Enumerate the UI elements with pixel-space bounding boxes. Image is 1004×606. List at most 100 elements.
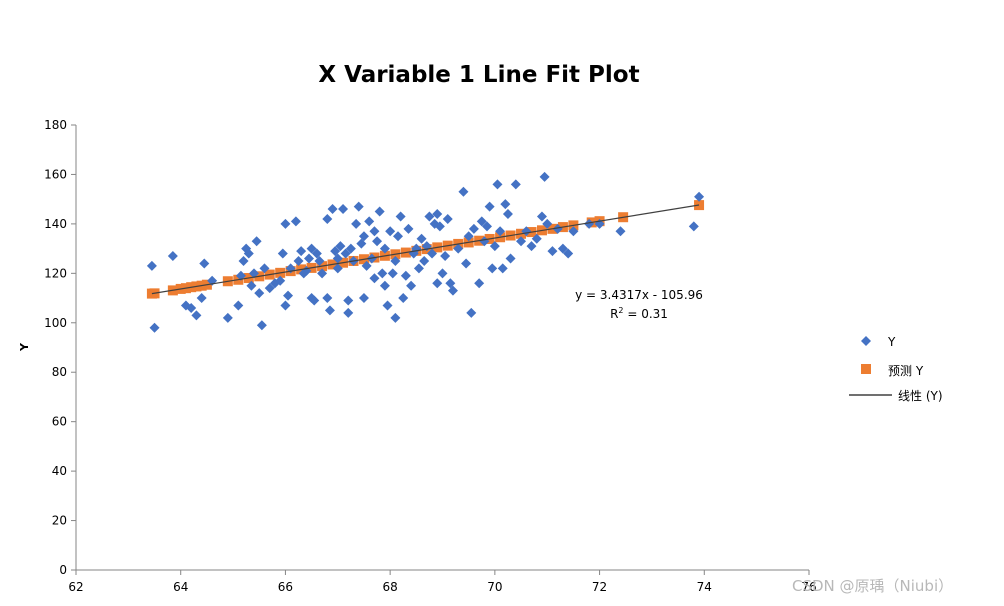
x-tick-label: 76	[801, 580, 816, 594]
y-point	[196, 293, 207, 304]
trendline-line	[151, 204, 700, 295]
y-point	[502, 209, 513, 219]
y-point	[296, 246, 307, 257]
y-point	[191, 310, 202, 321]
legend: Y 预测 Y 线性 (Y)	[849, 335, 943, 403]
y-series	[146, 171, 705, 333]
y-point	[461, 258, 472, 269]
y-point	[345, 243, 356, 254]
y-point	[516, 236, 527, 247]
y-point	[290, 216, 301, 227]
y-tick-label: 20	[52, 514, 67, 528]
y-point	[563, 248, 574, 259]
y-point	[584, 218, 595, 229]
y-point	[489, 241, 500, 252]
r2-superscript: 2	[618, 306, 623, 315]
y-point	[392, 231, 403, 242]
y-point	[445, 278, 456, 289]
y-point	[332, 253, 343, 264]
y-point	[351, 218, 362, 229]
y-point	[385, 226, 396, 237]
y-point	[453, 243, 464, 254]
y-point	[466, 307, 477, 318]
y-tick-label: 120	[44, 266, 67, 280]
y-point	[379, 280, 390, 291]
y-tick-label: 80	[52, 365, 67, 379]
y-point	[280, 218, 291, 229]
y-point	[424, 211, 435, 222]
y-point	[482, 221, 493, 232]
y-point	[536, 211, 547, 222]
y-tick-label: 180	[44, 118, 67, 132]
y-point	[390, 255, 401, 266]
y-point	[442, 213, 453, 224]
y-point	[552, 223, 563, 234]
y-point	[427, 248, 438, 259]
y-point	[416, 233, 427, 244]
y-point	[694, 191, 705, 202]
y-point	[434, 221, 445, 232]
y-point	[340, 248, 351, 259]
y-point	[379, 243, 390, 254]
y-point	[419, 255, 430, 266]
y-point	[542, 218, 553, 229]
y-point	[167, 251, 178, 262]
y-point	[264, 283, 275, 294]
y-point	[505, 253, 516, 264]
y-point	[238, 255, 249, 266]
y-point	[332, 263, 343, 274]
y-point	[335, 241, 346, 252]
y-point	[539, 171, 550, 182]
y-point	[437, 268, 448, 279]
watermark: CSDN @原瑀（Niubi）	[792, 577, 953, 595]
y-point	[251, 236, 262, 247]
y-point	[306, 243, 317, 254]
x-tick-label: 68	[383, 580, 398, 594]
legend-item-trendline: 线性 (Y)	[849, 389, 943, 403]
y-point	[568, 226, 579, 237]
legend-square-marker	[861, 364, 871, 374]
y-point	[324, 305, 335, 316]
y-point	[390, 312, 401, 323]
legend-label-y: Y	[887, 335, 896, 349]
y-point	[526, 241, 537, 252]
y-point	[317, 268, 328, 279]
y-point	[479, 236, 490, 247]
y-point	[432, 278, 443, 289]
y-axis-label: Y	[18, 342, 31, 352]
y-point	[358, 231, 369, 242]
axes: 0 20 40 60 80 100 120 140 160 180 62 64 66 68 70 72 74 76	[44, 118, 817, 594]
y-point	[343, 307, 354, 318]
y-point	[338, 204, 349, 215]
y-point	[322, 213, 333, 224]
y-point	[186, 302, 197, 313]
y-point	[199, 258, 210, 269]
y-point	[249, 268, 260, 279]
y-point	[458, 186, 469, 197]
x-tick-label: 74	[697, 580, 712, 594]
y-point	[254, 288, 265, 299]
y-point	[356, 238, 367, 249]
y-point	[303, 253, 314, 264]
y-point	[222, 312, 233, 323]
y-point	[468, 223, 479, 234]
y-point	[374, 206, 385, 217]
y-point	[615, 226, 626, 237]
trendline-equation: y = 3.4317x - 105.96	[575, 288, 703, 302]
x-tick-label: 72	[592, 580, 607, 594]
y-point	[311, 248, 322, 259]
y-point	[382, 300, 393, 311]
trendline	[151, 204, 700, 295]
x-tick-label: 62	[68, 580, 83, 594]
y-point	[492, 179, 503, 190]
y-point	[557, 243, 568, 254]
y-point	[246, 280, 257, 291]
y-point	[309, 295, 320, 306]
y-point	[322, 293, 333, 304]
legend-item-predicted-y: 预测 Y	[861, 364, 924, 378]
y-point	[406, 280, 417, 291]
y-point	[259, 263, 270, 274]
y-point	[314, 255, 325, 266]
r2-value: = 0.31	[624, 307, 668, 321]
